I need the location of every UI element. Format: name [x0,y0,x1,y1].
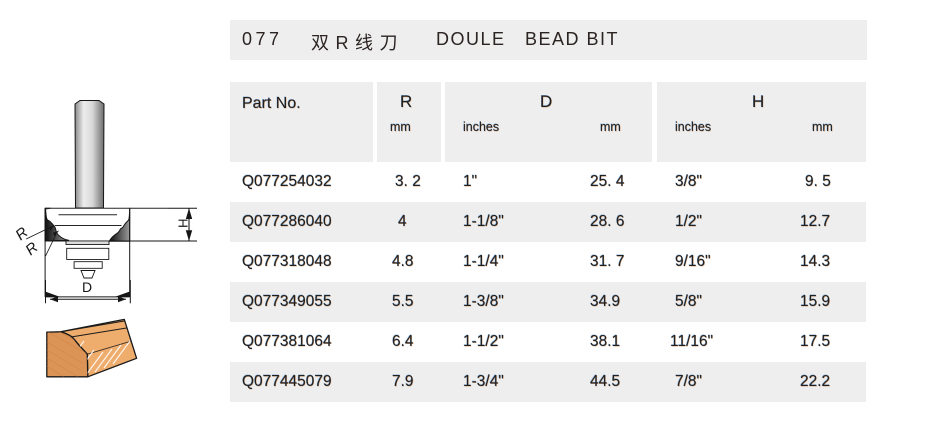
svg-text:H: H [176,219,191,228]
svg-text:D: D [82,279,92,295]
